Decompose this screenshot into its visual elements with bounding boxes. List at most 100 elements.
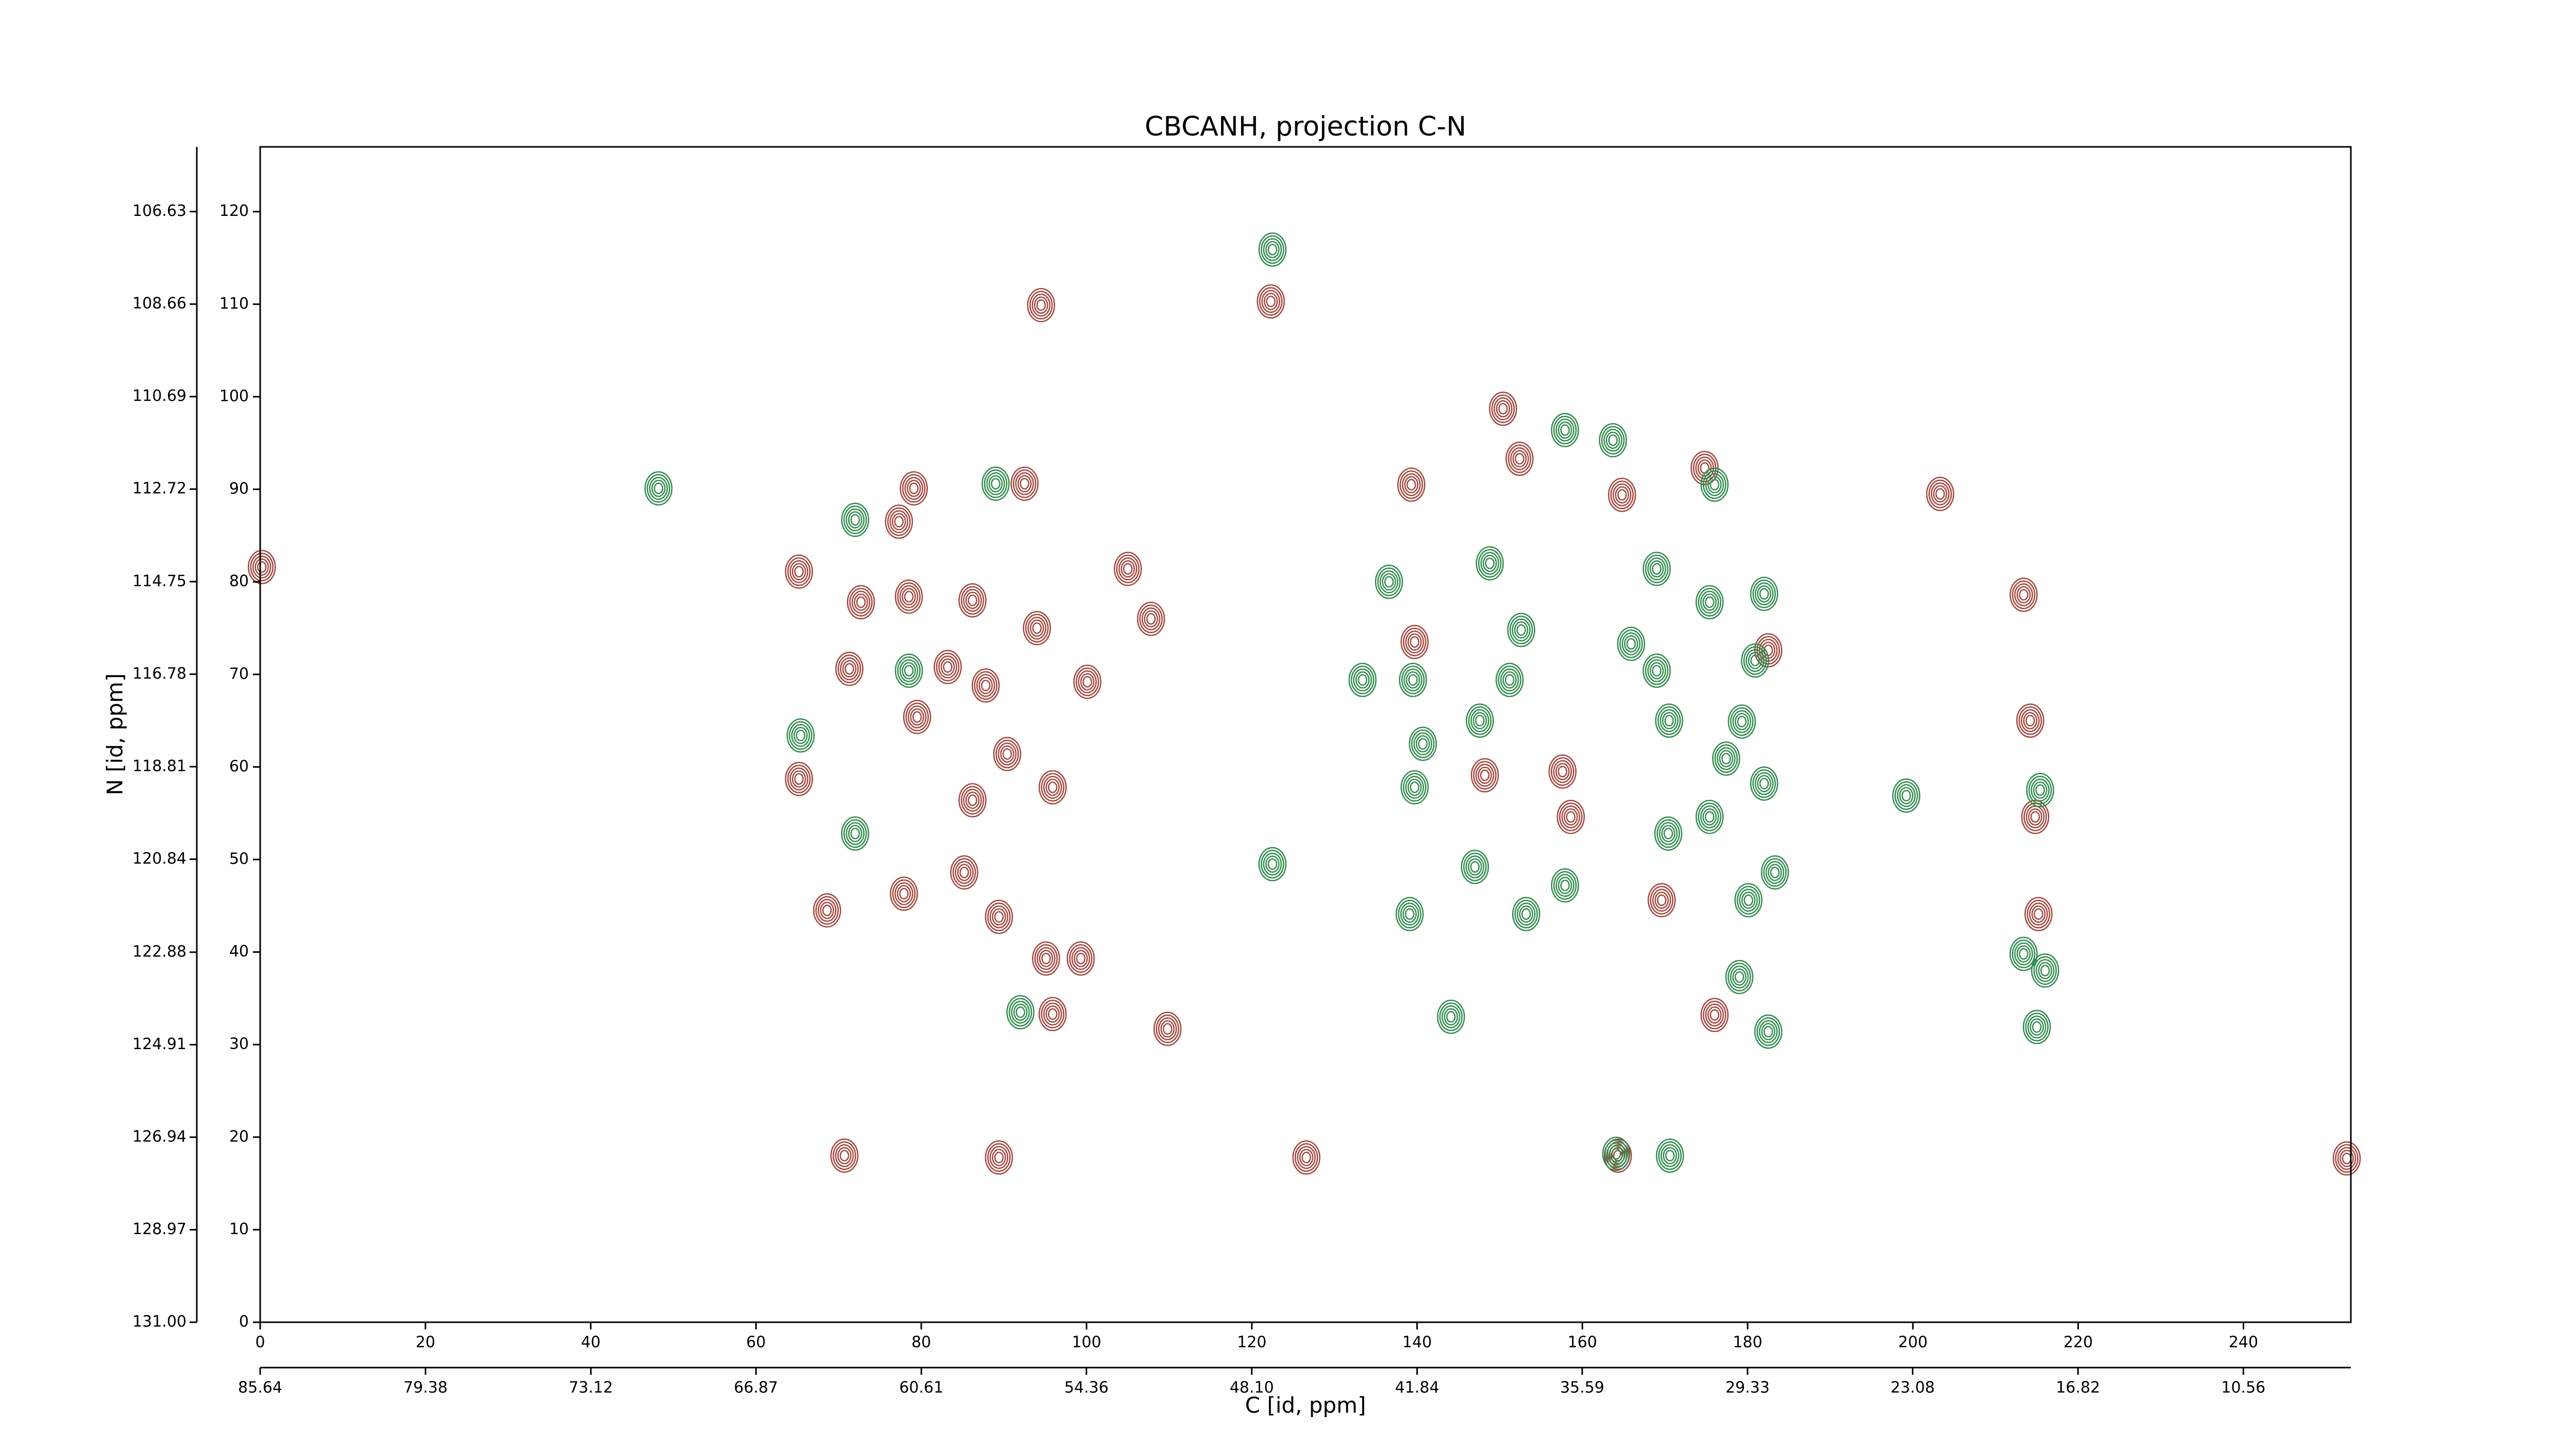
contour-ring [1703, 470, 1726, 499]
contour-ring [1602, 1136, 1631, 1171]
contour-ring [1556, 800, 1585, 834]
contour-ring [958, 583, 987, 618]
tick-label: 29.33 [1725, 1379, 1770, 1397]
contour-ring [1759, 778, 1769, 789]
x-axis-label: C [id, ppm] [1245, 1393, 1366, 1418]
tick-label: 124.91 [132, 1035, 187, 1053]
peak [1754, 1014, 1783, 1049]
peak [894, 653, 923, 688]
contour-ring [885, 504, 913, 539]
contour-ring [1265, 855, 1280, 873]
contour-ring [651, 479, 666, 497]
peak [1892, 778, 1921, 813]
contour-ring [1663, 828, 1673, 839]
contour-ring [965, 791, 980, 809]
contour-ring [1267, 244, 1278, 256]
contour-ring [910, 708, 924, 726]
contour-ring [1463, 852, 1487, 882]
contour-ring [894, 516, 904, 528]
contour-ring [1404, 908, 1415, 920]
peak [1741, 643, 1769, 678]
contour-ring [1665, 1150, 1675, 1161]
contour-ring [940, 658, 955, 676]
contour-ring [1735, 713, 1749, 731]
peak [1258, 847, 1287, 882]
contour-ring [1551, 413, 1579, 447]
contour-ring [1717, 747, 1736, 770]
contour-ring [841, 502, 870, 537]
y-axis-label: N [id, ppm] [103, 673, 128, 796]
contour-ring [1705, 473, 1724, 496]
contour-ring [1548, 754, 1577, 789]
peak [2023, 1009, 2051, 1044]
contour-ring [1113, 551, 1142, 586]
tick-label: 131.00 [132, 1313, 187, 1331]
tick-label: 220 [2063, 1334, 2093, 1352]
contour-ring [938, 655, 957, 679]
contour-ring [1418, 738, 1428, 750]
contour-ring [1601, 426, 1625, 455]
contour-ring [1500, 668, 1519, 692]
contour-ring [1702, 593, 1717, 611]
peak [981, 466, 1010, 501]
contour-ring [1752, 769, 1776, 798]
tick-label: 23.08 [1890, 1379, 1935, 1397]
contour-ring [1015, 1006, 1025, 1018]
contour-ring [1557, 877, 1572, 895]
peaks [247, 232, 2361, 1176]
contour-ring [958, 783, 987, 818]
contour-ring [818, 899, 837, 922]
tick-label: 114.75 [132, 572, 187, 590]
contour-ring [1411, 729, 1435, 759]
tick-label: 200 [1898, 1334, 1927, 1352]
tick-label: 90 [229, 480, 249, 498]
contour-ring [1663, 1147, 1677, 1165]
peak [1470, 758, 1499, 793]
peak [1750, 766, 1778, 801]
contour-ring [1555, 763, 1570, 781]
tick-label: 70 [229, 665, 249, 683]
contour-ring [1082, 676, 1092, 688]
tick-label: 60 [746, 1334, 766, 1352]
contour-ring [843, 819, 867, 848]
contour-ring [995, 739, 1019, 768]
contour-ring [1505, 442, 1534, 476]
contour-ring [1555, 874, 1574, 897]
contour-ring [1516, 624, 1526, 636]
contour-ring [1041, 1000, 1064, 1029]
contour-ring [1645, 656, 1669, 685]
contour-ring [1899, 787, 1913, 804]
contour-ring [1896, 784, 1916, 807]
contour-ring [1400, 625, 1429, 660]
contour-ring [1657, 894, 1667, 906]
tick-label: 80 [911, 1334, 931, 1352]
contour-ring [991, 478, 1001, 490]
tick-label: 110 [219, 295, 249, 313]
contour-ring [1750, 654, 1760, 667]
contour-ring [1027, 288, 1055, 323]
contour-ring [1478, 766, 1492, 784]
contour-ring [1660, 1144, 1680, 1167]
contour-ring [1118, 557, 1138, 581]
contour-ring [1517, 902, 1536, 926]
contour-ring [1659, 709, 1679, 732]
contour-ring [950, 855, 978, 890]
contour-ring [1160, 1020, 1175, 1038]
contour-ring [1642, 653, 1671, 688]
contour-ring [997, 742, 1017, 766]
tick-label: 30 [229, 1035, 249, 1053]
tick-label: 128.97 [132, 1220, 187, 1238]
contour-ring [907, 705, 927, 729]
contour-ring [1737, 716, 1747, 728]
contour-ring [792, 563, 806, 581]
tick-label: 0 [239, 1313, 249, 1331]
contour-ring [1031, 293, 1050, 317]
contour-ring [840, 657, 859, 681]
tick-label: 20 [229, 1127, 249, 1145]
peak [1648, 883, 1676, 918]
tick-label: 100 [1072, 1334, 1101, 1352]
peak [1512, 897, 1540, 932]
contour-ring [252, 555, 272, 579]
contour-ring [2028, 808, 2043, 826]
contour-ring [2016, 586, 2031, 604]
